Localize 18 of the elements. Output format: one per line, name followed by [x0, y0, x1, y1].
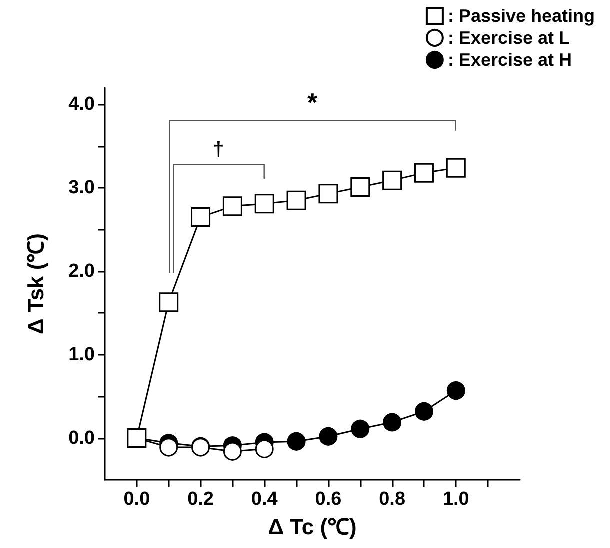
- legend-label: : Exercise at H: [448, 50, 572, 70]
- y-tick-label: 0.0: [68, 428, 95, 449]
- x-tick-label: 0.6: [315, 489, 342, 510]
- x-tick-label: 0.4: [251, 489, 278, 510]
- y-axis-title: Δ Tsk (℃): [24, 234, 48, 334]
- y-tick-label: 1.0: [68, 344, 95, 366]
- x-tick-label: 0.2: [188, 489, 214, 510]
- legend-label: : Passive heating: [448, 6, 596, 26]
- x-tick-label: 0.0: [124, 489, 150, 510]
- y-tick-label: 4.0: [68, 94, 95, 116]
- x-tick-label: 1.0: [442, 489, 470, 510]
- legend-label: : Exercise at L: [448, 28, 570, 48]
- x-tick-label: 0.8: [379, 489, 406, 510]
- x-axis-title: Δ Tc (℃): [268, 514, 357, 540]
- y-tick-label: 3.0: [68, 178, 95, 199]
- annotation: †: [213, 138, 224, 161]
- annotation: *: [307, 88, 318, 118]
- y-tick-label: 2.0: [68, 260, 95, 282]
